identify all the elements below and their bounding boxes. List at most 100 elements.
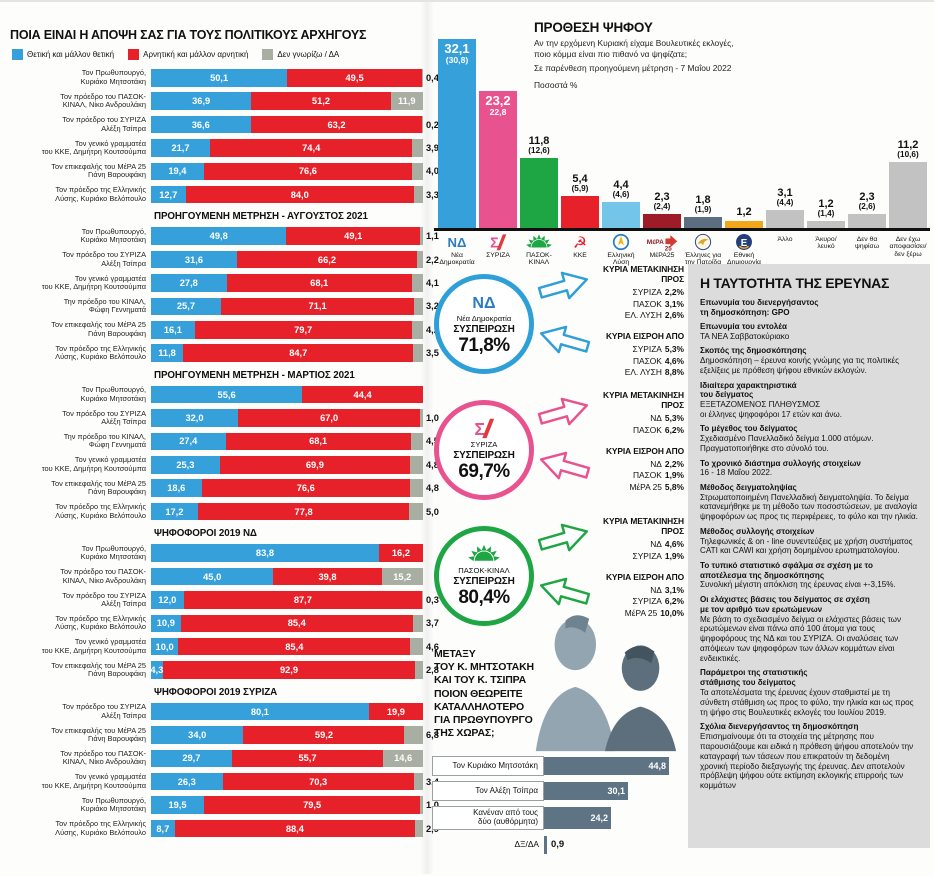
positive-value: 21,7 bbox=[171, 142, 190, 153]
party-name: Δεν θα ψηφίσω bbox=[854, 236, 880, 251]
positive-segment: 11,8 bbox=[151, 344, 184, 362]
positive-value: 27,4 bbox=[179, 436, 198, 447]
leader-label: Τον επικεφαλής του ΜέΡΑ 25 Γιάνη Βαρουφά… bbox=[51, 725, 146, 743]
positive-segment: 12,7 bbox=[151, 185, 186, 204]
identity-block: Παράμετροι της στατιστικής στάθμισης του… bbox=[700, 668, 918, 717]
leader-label: Τον Πρωθυπουργό, Κυριάκο Μητσοτάκη bbox=[80, 795, 146, 814]
negative-segment: 66,2 bbox=[236, 250, 417, 269]
negative-segment: 70,3 bbox=[222, 772, 414, 791]
positive-value: 25,7 bbox=[176, 301, 195, 312]
intent-bar-label: Άκυρο/ λευκό bbox=[803, 233, 849, 251]
svg-text:ΝΔ: ΝΔ bbox=[472, 294, 495, 312]
value: 1,8 bbox=[695, 193, 711, 206]
positive-segment: 25,3 bbox=[151, 456, 220, 474]
negative-value: 16,2 bbox=[391, 548, 410, 559]
svg-text:25: 25 bbox=[665, 245, 672, 251]
outflow-header: ΚΥΡΙΑ ΜΕΤΑΚΙΝΗΣΗ ΠΡΟΣ bbox=[603, 516, 684, 536]
outflow-list: ΚΥΡΙΑ ΜΕΤΑΚΙΝΗΣΗ ΠΡΟΣ ΣΥΡΙΖΑ 2,2% ΠΑΣΟΚ 3,1%… bbox=[594, 264, 684, 320]
svg-text:Ε: Ε bbox=[741, 238, 748, 249]
dk-value: 14,6 bbox=[394, 753, 413, 764]
identity-body: Συνολική μέγιστη απόκλιση της έρευνας εί… bbox=[700, 580, 896, 590]
negative-value: 77,8 bbox=[294, 506, 313, 517]
previous-value: (12,6) bbox=[528, 146, 550, 156]
intent-bar-fill bbox=[479, 91, 517, 228]
dk-value: 15,2 bbox=[393, 571, 412, 582]
cohesion-block: ΠΑΣΟΚ-ΚΙΝΑΛ ΣΥΣΠΕΙΡΩΣΗ 80,4% ΚΥΡΙΑ ΜΕΤΑΚΙΝΗ… bbox=[434, 512, 686, 634]
leader-label: Τον επικεφαλής του ΜέΡΑ 25 Γιάνη Βαρουφά… bbox=[51, 660, 146, 679]
leader-row: Τον επικεφαλής του ΜέΡΑ 25 Γιάνη Βαρουφά… bbox=[8, 660, 439, 679]
leader-row: Τον πρόεδρο της Ελληνικής Λύσης, Κυριάκο… bbox=[8, 502, 439, 521]
leader-row: Τον πρόεδρο του ΠΑΣΟΚ- ΚΙΝΑΛ, Νίκο Ανδρο… bbox=[8, 749, 432, 768]
cohesion-value: 69,7% bbox=[458, 461, 510, 482]
negative-value: 68,1 bbox=[310, 277, 329, 288]
leader-label: Την πρόεδρο του ΚΙΝΑΛ, Φώφη Γεννηματά bbox=[63, 297, 146, 315]
intent-bar: 2,3 (2,4) bbox=[643, 191, 681, 228]
positive-value: 25,3 bbox=[176, 459, 195, 470]
dk-value: 4,6 bbox=[426, 641, 439, 652]
dk-segment bbox=[421, 69, 423, 87]
negative-value: 63,2 bbox=[327, 119, 346, 130]
previous-value: (5,9) bbox=[571, 184, 589, 194]
leaders-title: ΠΟΙΑ ΕΙΝΑΙ Η ΑΠΟΨΗ ΣΑΣ ΓΙΑ ΤΟΥΣ ΠΟΛΙΤΙΚΟ… bbox=[10, 28, 367, 42]
leader-label: Τον πρόεδρο της Ελληνικής Λύσης, Κυριάκο… bbox=[55, 613, 146, 632]
flow-item: ΣΥΡΙΖΑ 2,2% bbox=[594, 287, 684, 297]
vote-intention-chart: 32,1 (30,8) 23,2 22,8 11,8 (12,6) 5,4 (5,9) 4,4(… bbox=[432, 2, 934, 302]
dk-value: 0,2 bbox=[426, 119, 439, 130]
negative-segment: 79,7 bbox=[194, 321, 412, 339]
dk-segment: 11,9 bbox=[390, 92, 423, 110]
dk-segment bbox=[412, 162, 423, 181]
syriza-logo-icon: Σ bbox=[481, 233, 515, 252]
negative-segment: 44,4 bbox=[302, 385, 423, 404]
kke-logo-icon: ☭ bbox=[563, 233, 597, 252]
negative-value: 51,2 bbox=[311, 96, 331, 107]
positive-value: 10,9 bbox=[156, 618, 175, 629]
leader-row: Τον πρόεδρο του ΣΥΡΙΖΑ Αλέξη Τσίπρα 80,1 1… bbox=[8, 703, 432, 721]
flow-party: ΠΑΣΟΚ bbox=[632, 470, 662, 480]
negative-segment: 39,8 bbox=[273, 567, 382, 586]
value: 1,2 bbox=[736, 206, 752, 219]
party-name: Άλλο bbox=[777, 236, 793, 243]
dk-segment bbox=[409, 502, 423, 521]
flow-value: 5,3% bbox=[664, 344, 684, 354]
dk-segment bbox=[410, 637, 423, 656]
section-header: ΨΗΦΟΦΟΡΟΙ 2019 ΣΥΡΙΖΑ bbox=[154, 686, 278, 698]
previous-value: (2,4) bbox=[653, 202, 671, 212]
positive-segment: 27,8 bbox=[151, 274, 227, 292]
leader-row: Τον πρόεδρο της Ελληνικής Λύσης, Κυριάκο… bbox=[8, 819, 439, 838]
inflow-header: ΚΥΡΙΑ ΕΙΣΡΟΗ ΑΠΟ bbox=[605, 571, 684, 582]
flow-text: ΚΥΡΙΑ ΜΕΤΑΚΙΝΗΣΗ ΠΡΟΣ ΣΥΡΙΖΑ 2,2% ΠΑΣΟΚ 3,1%… bbox=[594, 260, 686, 382]
stacked-bar: 10,0 85,4 4,6 bbox=[151, 637, 439, 656]
stacked-bar: 36,9 51,2 11,9 bbox=[151, 92, 423, 110]
intent-bar-fill bbox=[725, 221, 763, 228]
stacked-bar: 18,6 76,6 4,8 bbox=[151, 479, 439, 497]
identity-heading: Το τυπικό στατιστικό σφάλμα σε σχέση με … bbox=[700, 560, 873, 580]
identity-body: ΤΑ ΝΕΑ Σαββατοκύριακο bbox=[700, 332, 790, 342]
identity-heading: Ιδιαίτερα χαρακτηριστικά του δείγματος bbox=[700, 380, 797, 400]
dk-segment bbox=[415, 819, 423, 838]
stacked-bar: 4,3 92,9 2,8 bbox=[150, 661, 439, 679]
dk-segment: 14,6 bbox=[383, 749, 423, 768]
intent-bar-fill bbox=[889, 162, 927, 228]
stacked-bar: 31,6 66,2 2,2 bbox=[151, 250, 439, 269]
value: 23,2 bbox=[485, 93, 511, 108]
leader-label: Τον γενικό γραμματέα του ΚΚΕ, Δημήτρη Κο… bbox=[41, 273, 146, 291]
flow-text: ΚΥΡΙΑ ΜΕΤΑΚΙΝΗΣΗ ΠΡΟΣ ΝΔ 5,3% ΠΑΣΟΚ 6,2% ΚΥΡΙ… bbox=[594, 386, 686, 508]
leader-row: Τον επικεφαλής του ΜέΡΑ 25 Γιάνη Βαρουφά… bbox=[8, 725, 439, 744]
cohesion-circle: Σ ΣΥΡΙΖΑ ΣΥΣΠΕΙΡΩΣΗ 69,7% bbox=[434, 400, 534, 500]
legend-label: Δεν γνωρίζω / ΔΑ bbox=[277, 50, 340, 59]
dk-segment bbox=[412, 139, 423, 157]
dk-segment bbox=[412, 614, 423, 633]
party-name: ΣΥΡΙΖΑ bbox=[470, 440, 498, 449]
intent-bar-label: Δεν έχω αποφασίσει/ δεν ξέρω bbox=[885, 233, 931, 258]
pm-value: 44,8 bbox=[648, 761, 666, 771]
intent-bar-value: 1,8 (1,9) bbox=[695, 193, 712, 215]
value: 3,1 bbox=[777, 186, 793, 199]
flow-party: ΠΑΣΟΚ bbox=[632, 298, 662, 309]
flow-item: ΝΔ 3,1% bbox=[594, 585, 684, 595]
leader-label: Τον πρόεδρο του ΣΥΡΙΖΑ Αλέξη Τσίπρα bbox=[62, 115, 146, 133]
party-name: Ελληνική Λύση bbox=[607, 252, 635, 267]
dk-segment bbox=[420, 796, 423, 814]
flow-value: 1,9% bbox=[664, 550, 684, 561]
leader-label: Τον γενικό γραμματέα του ΚΚΕ, Δημήτρη Κο… bbox=[41, 637, 146, 655]
negative-segment: 79,5 bbox=[204, 796, 421, 814]
